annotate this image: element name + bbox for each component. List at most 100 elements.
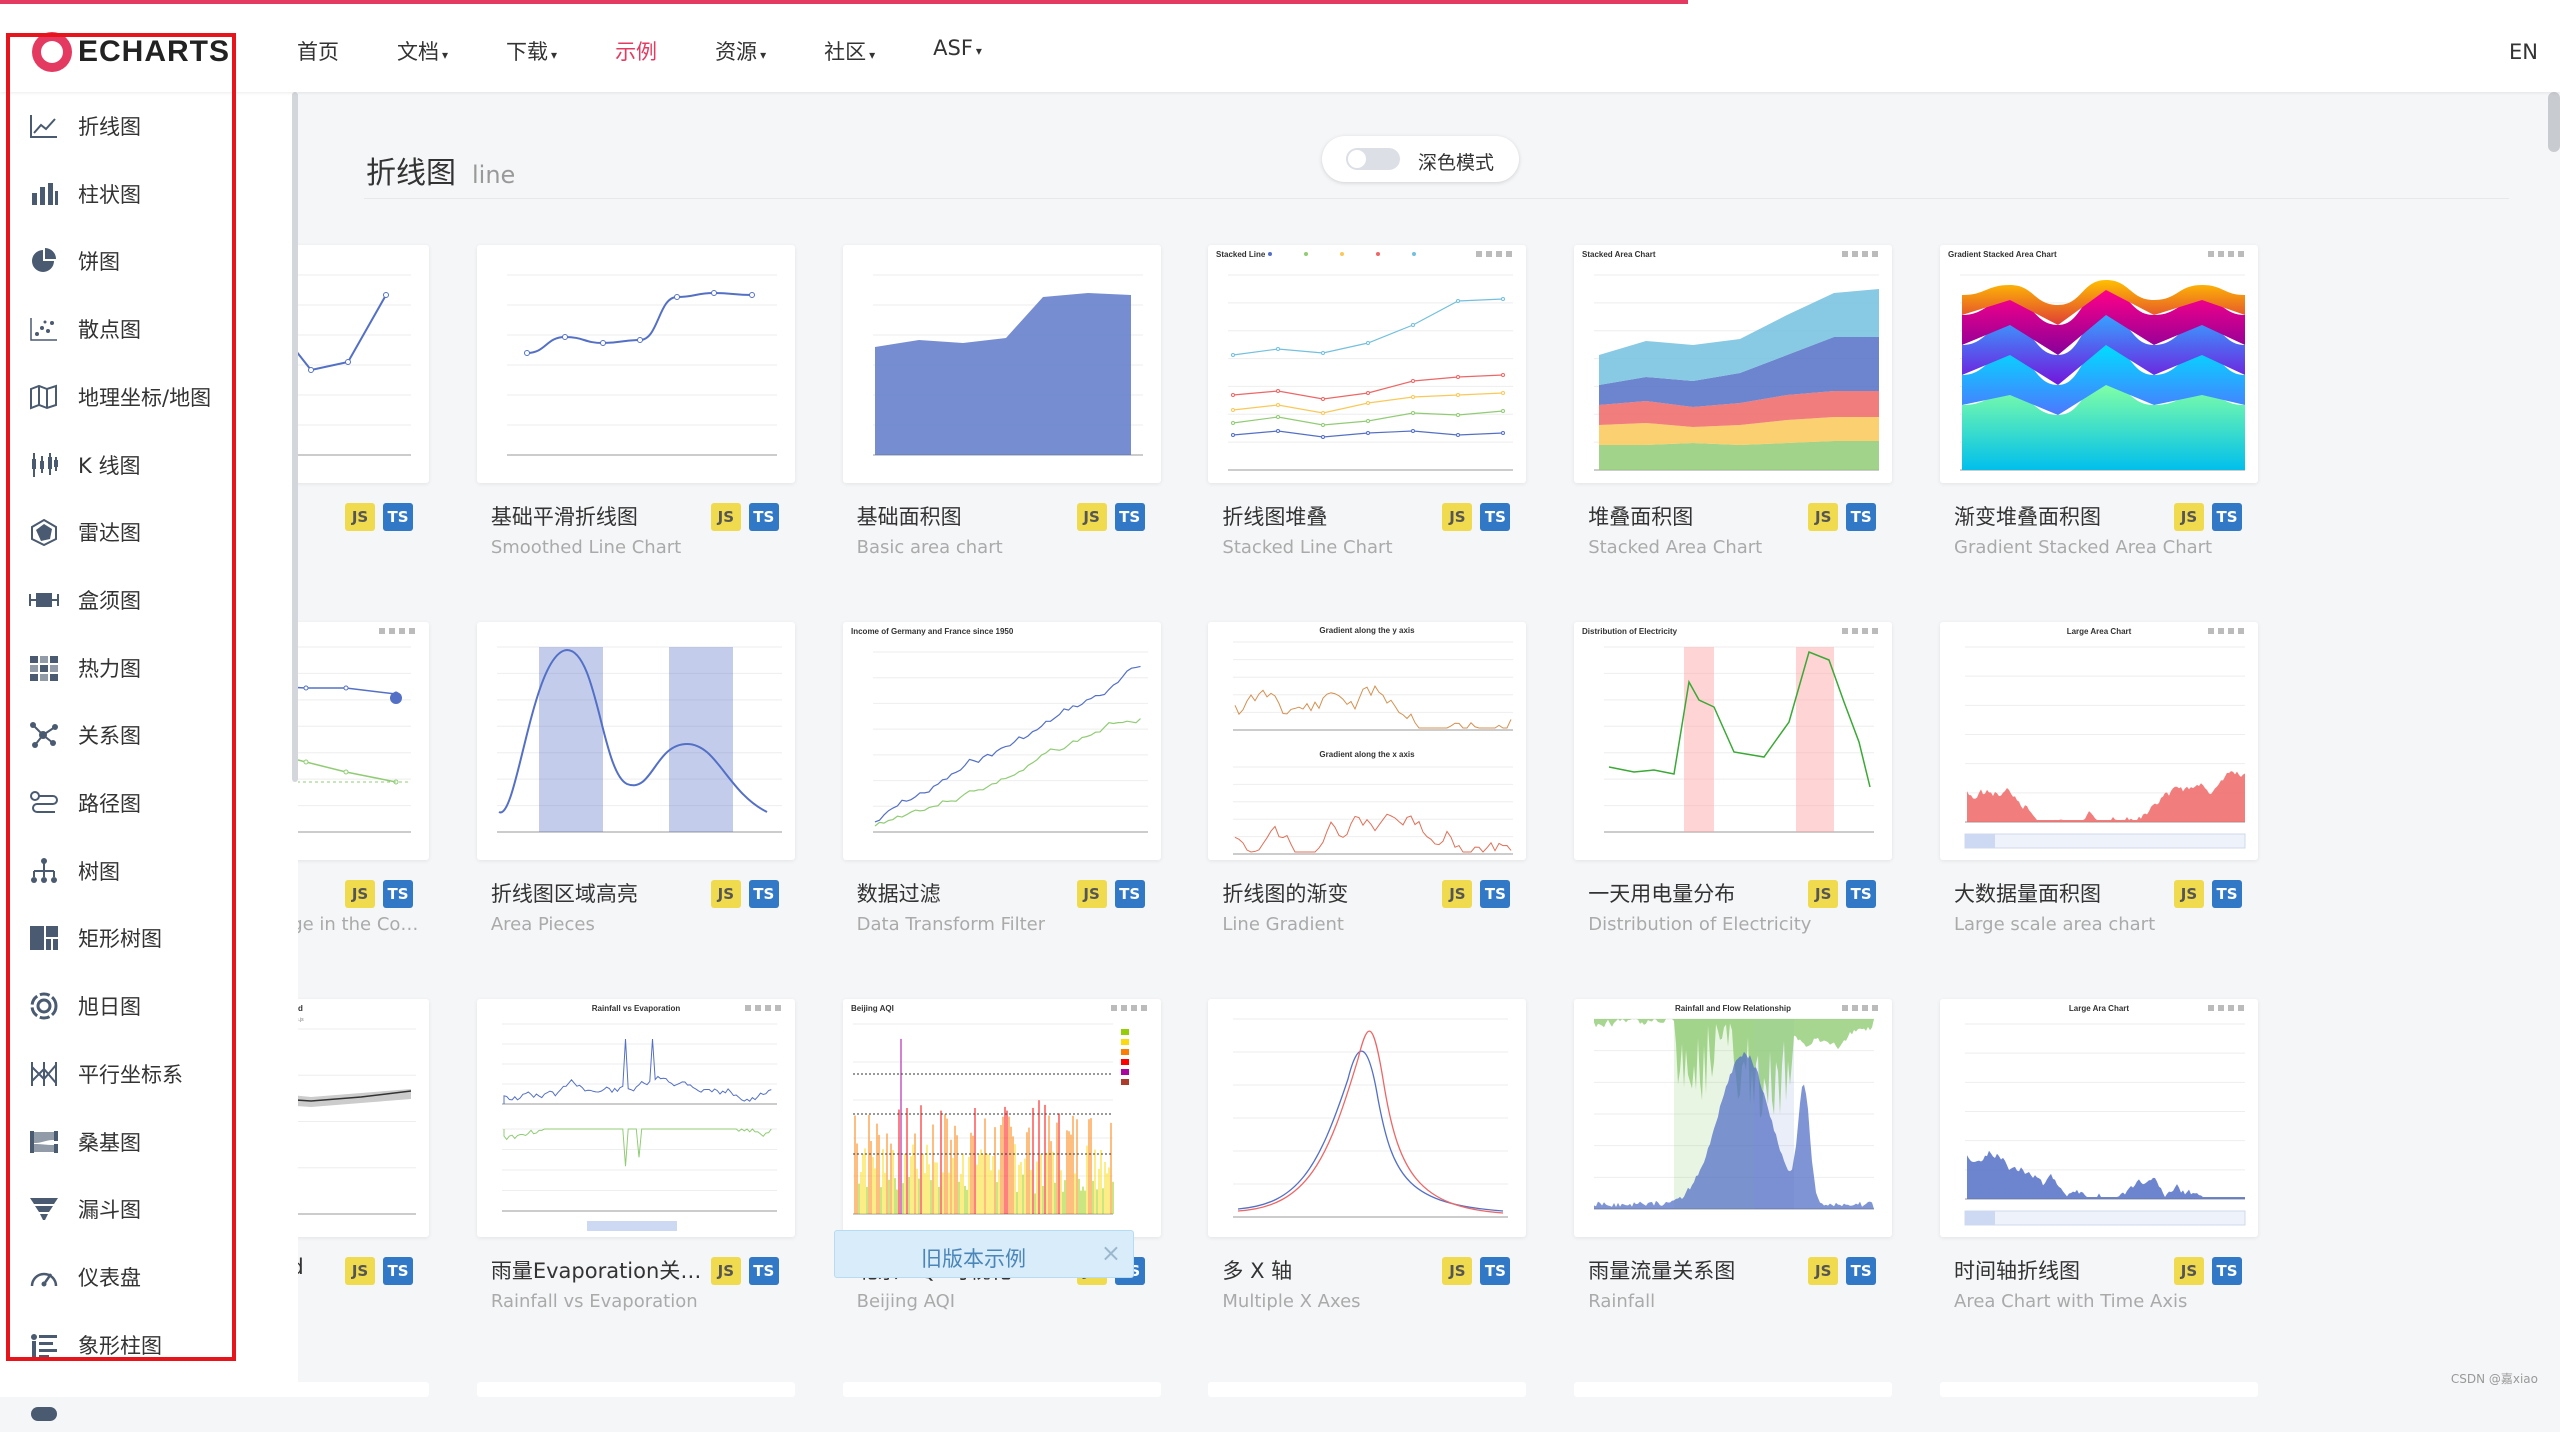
example-thumbnail[interactable]: Beijing AQI [843, 999, 1161, 1237]
example-thumbnail[interactable]: Stacked Area Chart [1574, 245, 1892, 483]
js-badge[interactable]: JS [1808, 503, 1838, 531]
js-badge[interactable]: JS [2174, 880, 2204, 908]
example-title[interactable]: 大数据量面积图 [1954, 878, 2101, 908]
nav-item-2[interactable]: 下载 ▾ [506, 36, 557, 66]
ts-badge[interactable]: TS [1846, 503, 1876, 531]
example-title[interactable]: 折线图堆叠 [1222, 501, 1327, 531]
example-title[interactable]: 堆叠面积图 [1588, 501, 1693, 531]
nav-item-6[interactable]: ASF ▾ [933, 36, 982, 66]
dark-mode-toggle[interactable]: 深色模式 [1322, 136, 1519, 182]
sidebar-item-12[interactable]: 矩形树图 [28, 918, 162, 958]
nav-item-5[interactable]: 社区 ▾ [824, 36, 875, 66]
ts-badge[interactable]: TS [1115, 503, 1145, 531]
js-badge[interactable]: JS [1442, 503, 1472, 531]
sidebar-item-8[interactable]: 热力图 [28, 648, 141, 688]
js-badge[interactable]: JS [711, 1257, 741, 1285]
js-badge[interactable]: JS [711, 880, 741, 908]
sidebar-item-4[interactable]: 地理坐标/地图 [28, 377, 211, 417]
nav-item-1[interactable]: 文档 ▾ [397, 36, 448, 66]
old-version-banner[interactable]: 旧版本示例 × [834, 1230, 1134, 1278]
example-thumbnail[interactable]: Rainfall vs Evaporation [477, 999, 795, 1237]
sidebar-item-6[interactable]: 雷达图 [28, 512, 141, 552]
example-title[interactable]: 基础面积图 [857, 501, 962, 531]
example-card-partial[interactable] [477, 1382, 795, 1397]
ts-badge[interactable]: TS [383, 880, 413, 908]
sidebar-item-1[interactable]: 柱状图 [28, 174, 141, 214]
sidebar-item-16[interactable]: 漏斗图 [28, 1189, 141, 1229]
js-badge[interactable]: JS [711, 503, 741, 531]
ts-badge[interactable]: TS [1480, 503, 1510, 531]
language-switch[interactable]: EN [2509, 40, 2538, 64]
example-card-partial[interactable] [1208, 1382, 1526, 1397]
js-badge[interactable]: JS [1808, 1257, 1838, 1285]
example-thumbnail[interactable]: Large Ara Chart [1940, 999, 2258, 1237]
sidebar-scrollbar[interactable] [292, 92, 298, 782]
example-title[interactable]: 多 X 轴 [1222, 1255, 1292, 1285]
example-title[interactable]: 渐变堆叠面积图 [1954, 501, 2101, 531]
example-title[interactable]: 时间轴折线图 [1954, 1255, 2080, 1285]
ts-badge[interactable]: TS [1480, 1257, 1510, 1285]
ts-badge[interactable]: TS [1480, 880, 1510, 908]
js-badge[interactable]: JS [1442, 1257, 1472, 1285]
example-title[interactable]: 雨量流量关系图 [1588, 1255, 1735, 1285]
example-thumbnail[interactable]: Gradient Stacked Area Chart [1940, 245, 2258, 483]
ts-badge[interactable]: TS [383, 1257, 413, 1285]
sidebar-item-10[interactable]: 路径图 [28, 783, 141, 823]
example-card-partial[interactable] [843, 1382, 1161, 1397]
example-card-partial[interactable] [1940, 1382, 2258, 1397]
js-badge[interactable]: JS [345, 503, 375, 531]
example-title[interactable]: 折线图区域高亮 [491, 878, 638, 908]
ts-badge[interactable]: TS [2212, 503, 2242, 531]
sidebar-item-17[interactable]: 仪表盘 [28, 1257, 141, 1297]
example-title[interactable]: 一天用电量分布 [1588, 878, 1735, 908]
sidebar-item-2[interactable]: 饼图 [28, 241, 120, 281]
nav-item-4[interactable]: 资源 ▾ [715, 36, 766, 66]
close-icon[interactable]: × [1101, 1239, 1121, 1267]
js-badge[interactable]: JS [1442, 880, 1472, 908]
example-thumbnail[interactable] [477, 245, 795, 483]
example-thumbnail[interactable] [1208, 999, 1526, 1237]
old-version-label[interactable]: 旧版本示例 [921, 1243, 1026, 1273]
sidebar-item-11[interactable]: 树图 [28, 851, 120, 891]
js-badge[interactable]: JS [1077, 880, 1107, 908]
ts-badge[interactable]: TS [2212, 880, 2242, 908]
sidebar-item-7[interactable]: 盒须图 [28, 580, 141, 620]
ts-badge[interactable]: TS [2212, 1257, 2242, 1285]
js-badge[interactable]: JS [345, 880, 375, 908]
example-thumbnail[interactable]: Income of Germany and France since 1950 [843, 622, 1161, 860]
example-card-partial[interactable] [1574, 1382, 1892, 1397]
sidebar-item-18[interactable]: 象形柱图 [28, 1325, 162, 1365]
sidebar-item-3[interactable]: 散点图 [28, 309, 141, 349]
echarts-logo[interactable]: ECHARTS [32, 30, 230, 74]
page-scrollbar[interactable] [2548, 92, 2560, 152]
js-badge[interactable]: JS [1808, 880, 1838, 908]
sidebar-item-9[interactable]: 关系图 [28, 715, 141, 755]
js-badge[interactable]: JS [2174, 1257, 2204, 1285]
sidebar-item-14[interactable]: 平行坐标系 [28, 1054, 183, 1094]
example-title[interactable]: 基础平滑折线图 [491, 501, 638, 531]
example-thumbnail[interactable] [477, 622, 795, 860]
js-badge[interactable]: JS [345, 1257, 375, 1285]
sidebar-item-13[interactable]: 旭日图 [28, 986, 141, 1026]
js-badge[interactable]: JS [2174, 503, 2204, 531]
js-badge[interactable]: JS [1077, 503, 1107, 531]
ts-badge[interactable]: TS [1846, 1257, 1876, 1285]
nav-item-3[interactable]: 示例 [615, 36, 657, 66]
example-thumbnail[interactable]: Rainfall and Flow Relationship [1574, 999, 1892, 1237]
toggle-switch[interactable] [1346, 148, 1400, 170]
example-thumbnail[interactable]: Distribution of Electricity [1574, 622, 1892, 860]
ts-badge[interactable]: TS [1115, 880, 1145, 908]
sidebar-item-partial[interactable] [28, 1392, 78, 1432]
example-title[interactable]: 数据过滤 [857, 878, 941, 908]
ts-badge[interactable]: TS [1846, 880, 1876, 908]
example-thumbnail[interactable]: Gradient along the y axis Gradient along … [1208, 622, 1526, 860]
nav-item-0[interactable]: 首页 [297, 36, 339, 66]
sidebar-item-15[interactable]: 桑基图 [28, 1122, 141, 1162]
example-title[interactable]: 雨量Evaporation关系图 [491, 1255, 713, 1285]
sidebar-item-0[interactable]: 折线图 [28, 106, 141, 146]
example-thumbnail[interactable] [843, 245, 1161, 483]
ts-badge[interactable]: TS [749, 880, 779, 908]
example-thumbnail[interactable]: Large Area Chart [1940, 622, 2258, 860]
ts-badge[interactable]: TS [749, 1257, 779, 1285]
example-title[interactable]: 折线图的渐变 [1222, 878, 1348, 908]
